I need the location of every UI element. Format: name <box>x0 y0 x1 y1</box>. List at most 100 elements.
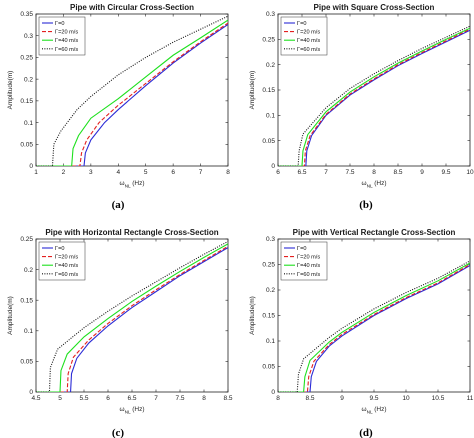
series-line <box>278 264 470 392</box>
y-tick-label: 0.1 <box>266 338 275 345</box>
y-tick-label: 0.15 <box>20 297 33 304</box>
x-tick-label: 9.5 <box>441 169 450 176</box>
legend-entry: Γ=60 m/s <box>297 47 320 53</box>
legend-entry: Γ=0 <box>297 21 306 27</box>
legend-entry: Γ=0 <box>55 21 64 27</box>
x-tick-label: 8.5 <box>393 169 402 176</box>
legend: Γ=0 Γ=20 m/s Γ=40 m/s Γ=60 m/s <box>38 241 86 281</box>
legend-entry: Γ=20 m/s <box>55 30 78 36</box>
legend-entry: Γ=20 m/s <box>55 255 78 261</box>
series-line <box>278 260 470 392</box>
x-tick-label: 7 <box>199 169 203 176</box>
x-axis-label-main: ω <box>120 406 125 413</box>
y-tick-label: 0.25 <box>262 37 275 44</box>
y-tick-label: 0.2 <box>24 267 33 274</box>
x-tick-label: 7 <box>324 169 328 176</box>
x-tick-label: 5.5 <box>79 395 88 402</box>
y-tick-label: 0.25 <box>20 55 33 62</box>
x-axis-label-unit: (Hz) <box>374 406 386 413</box>
x-tick-label: 10 <box>402 395 410 402</box>
panel-circular: Pipe with Circular Cross-Section 1 2 3 4 5 6 7 8… <box>7 3 230 211</box>
y-tick-label: 0 <box>29 163 33 170</box>
y-tick-label: 0.05 <box>262 138 275 145</box>
legend-entry: Γ=60 m/s <box>55 272 78 278</box>
x-axis-label: ωNL (Hz) <box>362 180 387 190</box>
legend: Γ=0 Γ=20 m/s Γ=40 m/s Γ=60 m/s <box>280 16 328 56</box>
series-line <box>278 25 470 166</box>
x-tick-label: 11 <box>467 395 474 402</box>
legend-entry: Γ=40 m/s <box>297 38 320 44</box>
x-tick-label: 2 <box>62 169 66 176</box>
legend-entry: Γ=0 <box>297 246 306 252</box>
x-tick-label: 9.5 <box>369 395 378 402</box>
legend: Γ=0 Γ=20 m/s Γ=40 m/s Γ=60 m/s <box>280 241 328 281</box>
y-tick-label: 0.1 <box>266 113 275 120</box>
series-line <box>36 247 228 392</box>
y-tick-label: 0.2 <box>24 76 33 83</box>
y-tick-label: 0.15 <box>262 313 275 320</box>
chart-title: Pipe with Horizontal Rectangle Cross-Sec… <box>45 228 218 237</box>
series-line <box>278 27 470 166</box>
series-line <box>36 243 228 392</box>
x-axis-label-sub: NL <box>125 184 131 190</box>
x-axis-label: ωNL (Hz) <box>362 406 387 416</box>
y-tick-label: 0.3 <box>266 11 275 18</box>
series-line <box>36 22 228 166</box>
x-tick-label: 3 <box>89 169 93 176</box>
x-tick-label: 5 <box>144 169 148 176</box>
x-tick-label: 1 <box>34 169 38 176</box>
chart-title: Pipe with Square Cross-Section <box>314 3 435 12</box>
x-tick-label: 7 <box>154 395 158 402</box>
series-line <box>36 23 228 166</box>
y-axis-label: Amplitude(m) <box>7 296 14 335</box>
y-tick-label: 0.3 <box>266 236 275 243</box>
x-tick-label: 9 <box>340 395 344 402</box>
panel-square: Pipe with Square Cross-Section 6 6.5 7 7.5 8 8… <box>249 3 474 211</box>
x-tick-label: 5 <box>58 395 62 402</box>
y-tick-label: 0.1 <box>24 328 33 335</box>
y-tick-label: 0.05 <box>262 364 275 371</box>
x-tick-label: 7.5 <box>345 169 354 176</box>
x-tick-label: 6 <box>106 395 110 402</box>
x-axis-label-sub: NL <box>125 410 131 416</box>
y-tick-label: 0.2 <box>266 62 275 69</box>
x-axis-label-unit: (Hz) <box>132 406 144 413</box>
x-axis-label-main: ω <box>362 180 367 187</box>
panel-vertical-rectangle: Pipe with Vertical Rectangle Cross-Secti… <box>249 228 474 438</box>
y-axis-label: Amplitude(m) <box>249 71 256 110</box>
legend-entry: Γ=40 m/s <box>55 263 78 269</box>
x-axis-label-sub: NL <box>367 410 373 416</box>
x-axis-label-main: ω <box>362 406 367 413</box>
y-tick-label: 0.15 <box>262 87 275 94</box>
x-tick-label: 6.5 <box>127 395 136 402</box>
x-tick-label: 10 <box>466 169 474 176</box>
y-tick-label: 0.05 <box>20 141 33 148</box>
legend-entry: Γ=0 <box>55 246 64 252</box>
y-axis-label: Amplitude(m) <box>7 71 14 110</box>
y-tick-label: 0.35 <box>20 11 33 18</box>
legend: Γ=0 Γ=20 m/s Γ=40 m/s Γ=60 m/s <box>38 16 86 56</box>
x-tick-label: 8 <box>226 169 230 176</box>
y-tick-label: 0.2 <box>266 287 275 294</box>
panel-label: (b) <box>359 199 373 211</box>
legend-entry: Γ=40 m/s <box>55 38 78 44</box>
legend-entry: Γ=60 m/s <box>55 47 78 53</box>
x-tick-label: 6.5 <box>297 169 306 176</box>
x-axis-label-unit: (Hz) <box>132 180 144 187</box>
legend-entry: Γ=40 m/s <box>297 263 320 269</box>
x-tick-label: 8 <box>372 169 376 176</box>
x-axis-label: ωNL (Hz) <box>120 406 145 416</box>
series-line <box>278 28 470 166</box>
y-tick-label: 0.1 <box>24 120 33 127</box>
x-tick-label: 7.5 <box>175 395 184 402</box>
x-tick-label: 6 <box>171 169 175 176</box>
x-axis-label-main: ω <box>120 180 125 187</box>
panel-horizontal-rectangle: Pipe with Horizontal Rectangle Cross-Sec… <box>7 228 233 438</box>
x-axis-label-sub: NL <box>367 184 373 190</box>
series-line <box>278 29 470 166</box>
plot-frame <box>35 13 229 167</box>
panel-label: (c) <box>112 427 125 438</box>
legend-entry: Γ=20 m/s <box>297 30 320 36</box>
panel-label: (d) <box>359 427 373 438</box>
y-tick-label: 0 <box>271 389 275 396</box>
